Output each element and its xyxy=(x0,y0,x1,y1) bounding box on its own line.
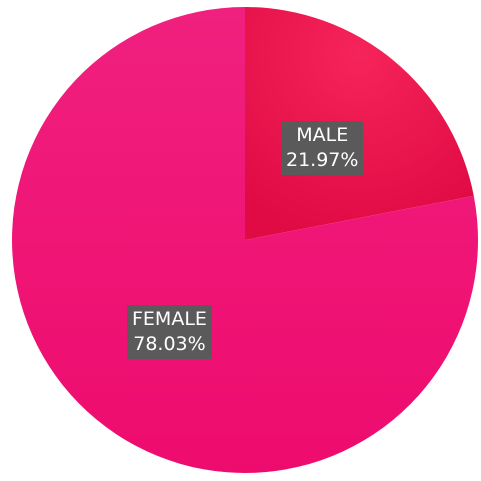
slice-value-female: 78.03% xyxy=(133,333,206,355)
slice-label-female: FEMALE 78.03% xyxy=(127,305,212,359)
slice-label-male: MALE 21.97% xyxy=(281,121,364,175)
slice-name-male: MALE xyxy=(296,124,349,146)
slice-value-male: 21.97% xyxy=(286,149,359,171)
slice-name-female: FEMALE xyxy=(132,308,207,330)
pie-slices xyxy=(12,7,478,473)
